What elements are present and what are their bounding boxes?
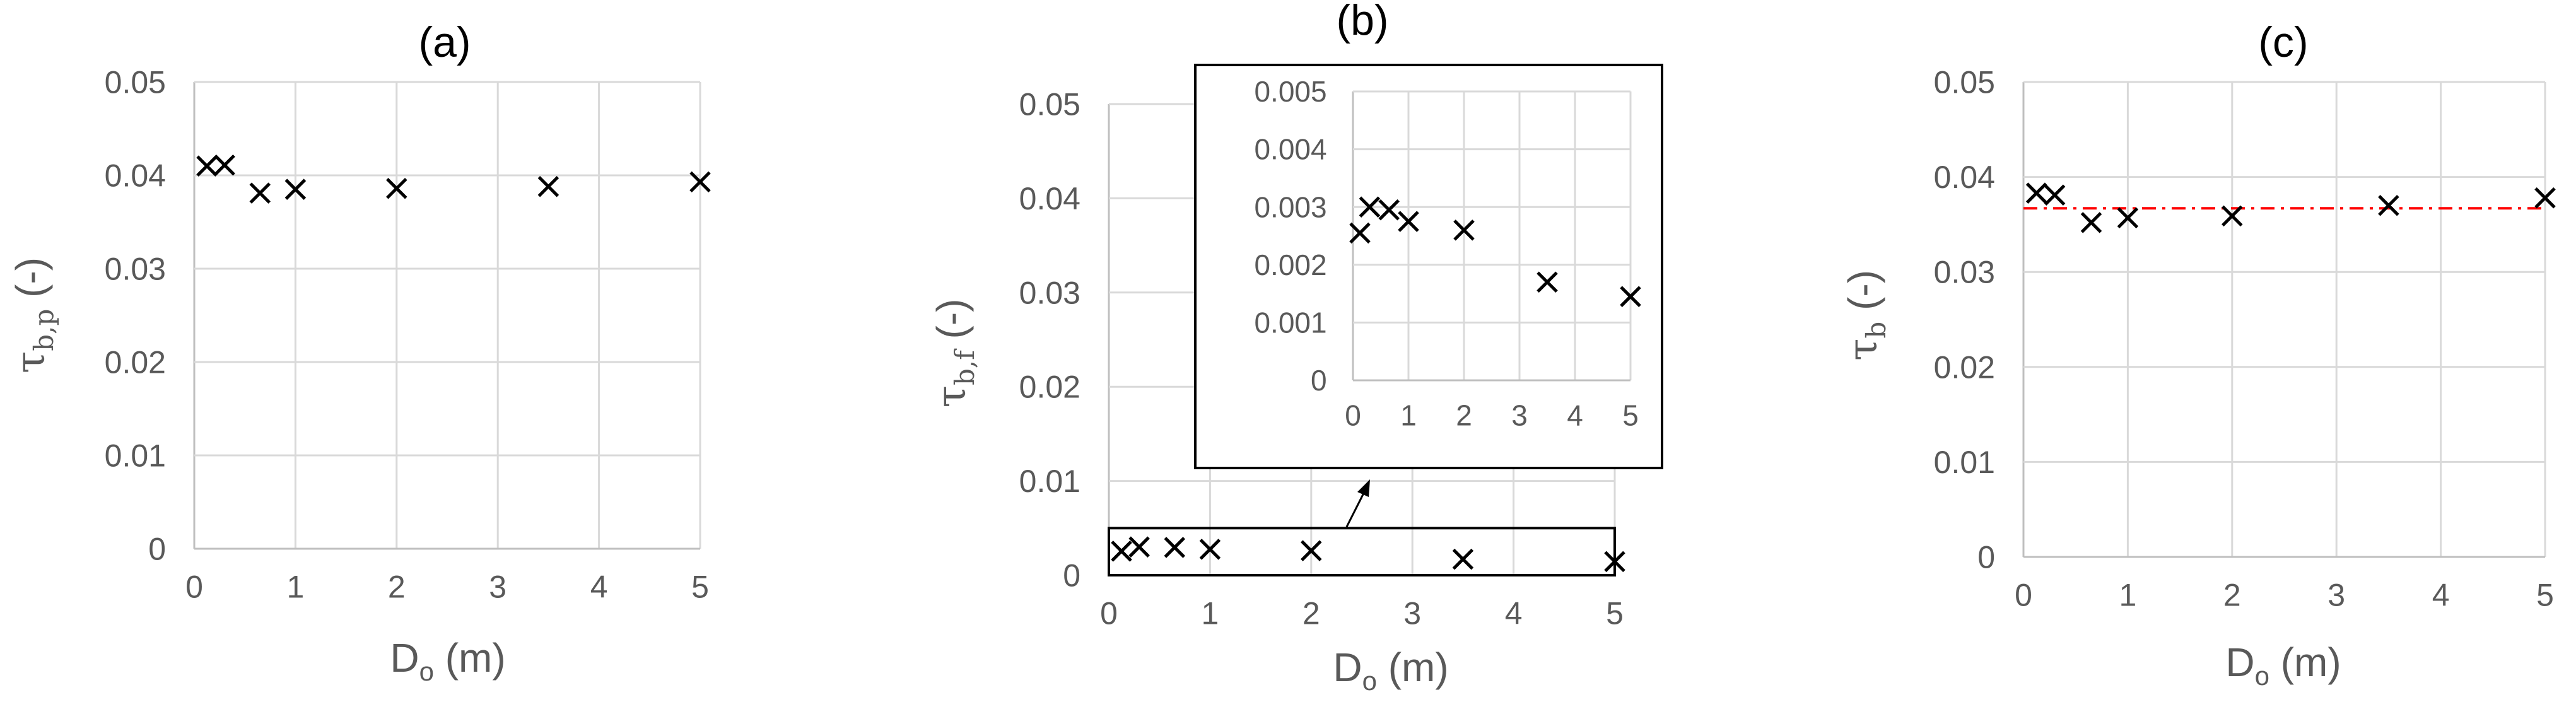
inset-y-tick-label: 0.002 — [1254, 249, 1326, 281]
y-tick-label: 0.02 — [1019, 370, 1080, 405]
data-point — [689, 171, 711, 193]
x-tick-label: 3 — [489, 570, 506, 605]
y-tick-label: 0 — [148, 532, 166, 567]
x-axis-label: Do (m) — [390, 635, 505, 686]
x-tick-label: 0 — [2015, 578, 2032, 613]
x-tick-label: 2 — [2223, 578, 2241, 613]
y-tick-label: 0 — [1063, 558, 1080, 594]
inset-chart: 0 1 2 3 4 5 0 0.001 0.002 0.003 0.004 0.005 — [1254, 75, 1641, 431]
y-tick-label: 0.04 — [1934, 160, 1995, 195]
y-tick-label: 0.03 — [1934, 255, 1995, 290]
inset-y-tick-label: 0 — [1311, 364, 1327, 397]
x-tick-label: 4 — [590, 570, 608, 605]
x-tick-label: 5 — [2536, 578, 2554, 613]
y-axis-label: τb,f (-) — [928, 299, 980, 408]
inset-x-tick-label: 1 — [1400, 399, 1417, 431]
data-point — [386, 177, 407, 199]
zoom-arrow — [1345, 488, 1367, 527]
y-tick-label: 0.05 — [1934, 65, 1995, 100]
inset-x-tick-label: 0 — [1345, 399, 1361, 431]
inset-data-point — [1359, 196, 1381, 218]
x-axis-label: Do (m) — [2225, 640, 2341, 691]
inset-data-point — [1398, 211, 1419, 232]
chart-title: (c) — [2258, 18, 2308, 66]
chart-c: 0 1 2 3 4 5 0 0.01 0.02 0.03 0.04 0.05 (c) Do (m) τb (… — [1840, 18, 2556, 691]
data-point — [1128, 536, 1150, 558]
y-tick-label: 0.01 — [1934, 445, 1995, 480]
x-tick-label: 3 — [2327, 578, 2345, 613]
x-tick-label: 1 — [2119, 578, 2136, 613]
x-tick-label: 5 — [691, 570, 709, 605]
chart-title: (b) — [1336, 0, 1388, 44]
x-tick-label: 2 — [1303, 596, 1320, 631]
data-point — [196, 155, 218, 177]
y-tick-label: 0.02 — [1934, 349, 1995, 385]
zoom-region-box — [1108, 527, 1616, 576]
chart-title: (a) — [418, 18, 471, 66]
y-tick-label: 0.01 — [105, 438, 166, 474]
y-tick-label: 0.01 — [1019, 464, 1080, 499]
x-tick-label: 1 — [1201, 596, 1219, 631]
data-point — [2025, 182, 2047, 204]
x-tick-label: 4 — [1505, 596, 1523, 631]
zoom-arrow-head — [1357, 479, 1370, 497]
data-point — [537, 175, 559, 197]
inset-x-tick-label: 4 — [1567, 399, 1583, 431]
data-point — [1301, 540, 1322, 561]
data-point — [2080, 212, 2102, 233]
data-point — [1199, 539, 1221, 560]
data-point — [2222, 205, 2243, 227]
x-tick-label: 0 — [185, 570, 203, 605]
data-point — [214, 154, 235, 176]
data-point — [1452, 548, 1474, 570]
x-tick-label: 2 — [388, 570, 406, 605]
inset-x-tick-label: 2 — [1456, 399, 1472, 431]
inset-y-tick-label: 0.005 — [1254, 75, 1326, 108]
inset-data-point — [1378, 199, 1400, 221]
data-point — [2534, 187, 2556, 209]
x-tick-label: 5 — [1606, 596, 1624, 631]
y-tick-label: 0.03 — [105, 252, 166, 287]
data-point — [2117, 207, 2139, 229]
data-point — [284, 178, 307, 200]
inset-data-point — [1453, 219, 1475, 241]
data-point — [249, 182, 271, 204]
x-tick-label: 3 — [1403, 596, 1421, 631]
inset-x-tick-label: 3 — [1511, 399, 1528, 431]
y-tick-label: 0.05 — [105, 65, 166, 100]
y-tick-label: 0 — [1977, 540, 1995, 575]
y-tick-label: 0.02 — [105, 345, 166, 380]
inset-y-tick-label: 0.001 — [1254, 307, 1326, 339]
chart-a: 0 1 2 3 4 5 0 0.01 0.02 0.03 0.04 0.05 (a) Do (m) τb,p… — [8, 18, 711, 686]
inset-x-tick-label: 5 — [1622, 399, 1639, 431]
data-point — [1111, 541, 1132, 562]
x-tick-label: 1 — [286, 570, 304, 605]
y-axis-label: τb (-) — [1840, 270, 1892, 361]
x-axis-label: Do (m) — [1333, 645, 1448, 696]
inset-data-point — [1537, 271, 1558, 293]
x-tick-label: 4 — [2432, 578, 2450, 613]
inset-data-point — [1620, 286, 1641, 307]
y-tick-label: 0.04 — [105, 158, 166, 194]
data-point — [1164, 537, 1186, 558]
inset-y-tick-label: 0.004 — [1254, 133, 1326, 166]
y-tick-label: 0.05 — [1019, 87, 1080, 122]
data-point — [2044, 184, 2066, 206]
data-point — [2378, 195, 2399, 216]
x-tick-label: 0 — [1100, 596, 1118, 631]
inset-y-tick-label: 0.003 — [1254, 190, 1326, 223]
inset-data-point — [1349, 222, 1371, 244]
y-axis-label: τb,p (-) — [8, 257, 59, 373]
y-tick-label: 0.04 — [1019, 181, 1080, 216]
chart-b: 0 1 2 3 4 5 0 0.01 0.02 0.03 0.04 0.05 (b) Do (m) τb,f… — [928, 0, 1663, 696]
y-tick-label: 0.03 — [1019, 275, 1080, 310]
inset-frame — [1194, 64, 1663, 469]
